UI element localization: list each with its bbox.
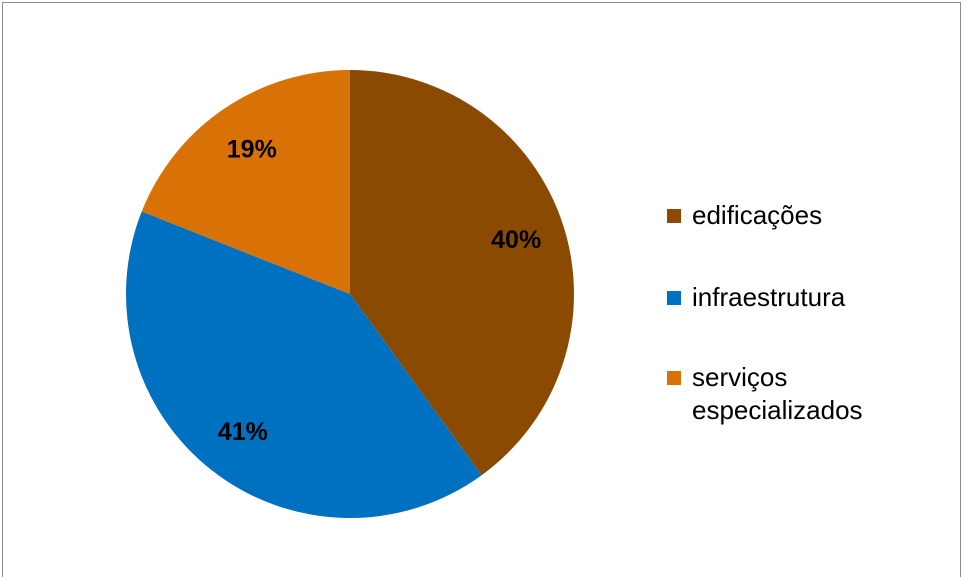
legend-label-infraestrutura: infraestrutura — [692, 282, 846, 312]
legend-label-servicos-especializados: serviços especializados — [692, 362, 863, 425]
pie-chart: 40% 41% 19% — [126, 70, 574, 518]
pie-slice-edificacoes — [350, 70, 574, 476]
legend-label-edificacoes: edificações — [692, 200, 823, 230]
data-label-edificacoes: 40% — [491, 226, 541, 254]
pie-slices — [126, 70, 574, 518]
pie-slice-servicos-especializados — [141, 70, 350, 294]
legend-swatch-servicos-especializados — [667, 371, 681, 385]
legend-swatch-edificacoes — [667, 209, 681, 223]
data-label-servicos-especializados: 19% — [227, 135, 277, 163]
data-label-infraestrutura: 41% — [218, 418, 268, 446]
legend-swatch-infraestrutura — [667, 291, 681, 305]
pie-data-labels: 40% 41% 19% — [218, 135, 541, 446]
pie-slice-infraestrutura — [126, 211, 482, 518]
